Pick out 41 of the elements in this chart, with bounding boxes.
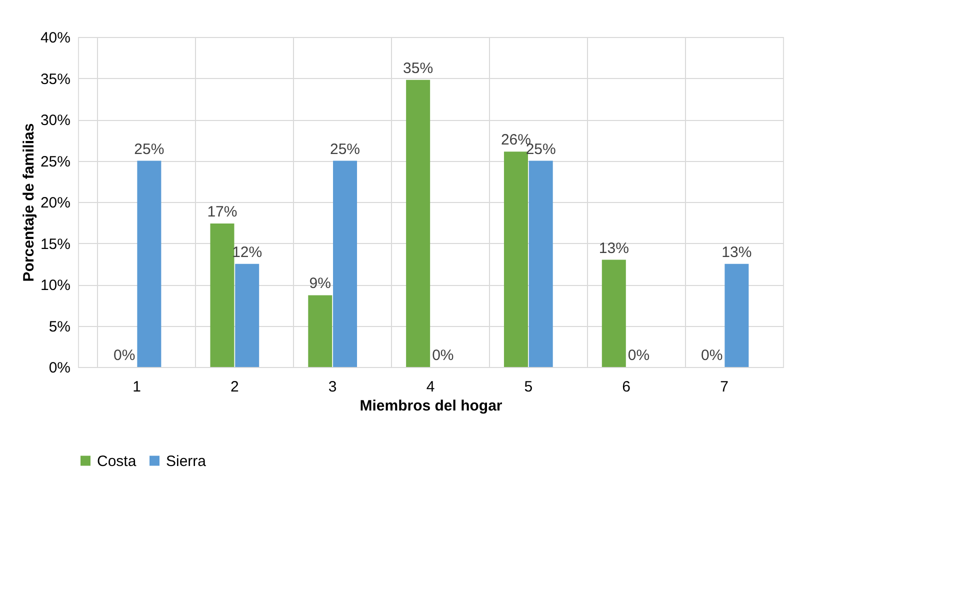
legend-label: Costa: [97, 452, 137, 470]
data-label: 13%: [722, 244, 752, 261]
data-label: 9%: [309, 275, 331, 292]
bar: [308, 295, 332, 367]
data-label: 0%: [113, 347, 136, 364]
x-tick-label: 4: [426, 378, 435, 396]
bar: [602, 260, 626, 367]
data-label: 35%: [403, 60, 434, 77]
x-tick-label: 3: [328, 378, 337, 396]
y-tick-label: 20%: [40, 194, 70, 212]
x-tick-label: 7: [720, 378, 728, 396]
bar: [406, 80, 430, 367]
data-label: 25%: [134, 140, 164, 158]
y-tick-label: 25%: [40, 153, 70, 170]
bar: [504, 152, 528, 367]
y-tick-label: 15%: [40, 236, 70, 253]
y-tick-label: 0%: [48, 360, 70, 376]
y-tick-label: 35%: [40, 70, 70, 88]
x-tick-label: 1: [132, 378, 141, 396]
y-tick-label: 40%: [40, 30, 70, 46]
data-label: 0%: [432, 347, 454, 364]
bar: [333, 160, 358, 367]
data-label: 0%: [628, 347, 650, 364]
x-tick-label: 6: [622, 378, 631, 396]
x-tick-label: 2: [230, 378, 239, 396]
y-tick-label: 10%: [40, 277, 70, 294]
x-tick-label: 5: [524, 378, 533, 396]
bar: [137, 160, 162, 367]
bar: [724, 264, 749, 367]
data-label: 13%: [598, 240, 629, 257]
legend-label: Sierra: [166, 452, 207, 470]
x-axis-title: Miembros del hogar: [360, 398, 502, 414]
y-tick-label: 30%: [40, 112, 70, 129]
data-label: 25%: [330, 140, 360, 158]
bar: [235, 264, 260, 367]
data-label: 0%: [700, 347, 723, 364]
y-tick-label: 5%: [48, 318, 70, 336]
y-axis-title: Porcentaje de familias: [20, 123, 38, 282]
bar: [528, 160, 553, 367]
bar: [210, 223, 234, 367]
data-label: 17%: [207, 203, 238, 220]
